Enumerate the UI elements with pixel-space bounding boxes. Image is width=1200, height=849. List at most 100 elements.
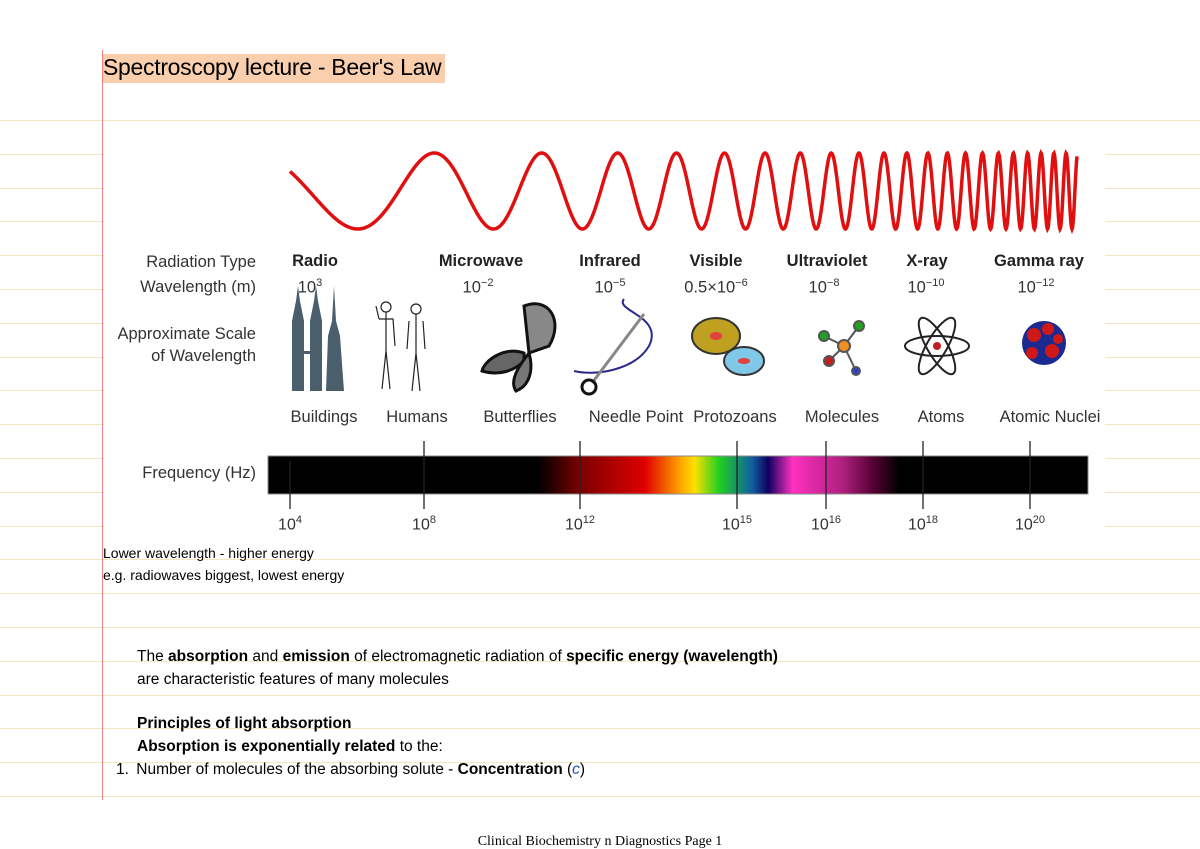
frequency-label: 1012 bbox=[565, 514, 595, 534]
exponent: 15 bbox=[739, 514, 753, 526]
exponent: 4 bbox=[295, 514, 302, 526]
exponent: −8 bbox=[826, 277, 840, 289]
exponent: 8 bbox=[429, 514, 436, 526]
frequency-bar bbox=[267, 455, 1089, 495]
text: of electromagnetic radiation of bbox=[349, 648, 567, 665]
scale-object-label: Protozoans bbox=[693, 408, 777, 426]
base: 10 bbox=[462, 278, 481, 297]
section-heading[interactable]: Principles of light absorption bbox=[137, 715, 352, 732]
base: 10 bbox=[1017, 278, 1036, 297]
ruled-line bbox=[0, 660, 1200, 662]
text: ) bbox=[579, 761, 586, 778]
wavelength-label: 10−12 bbox=[1017, 277, 1054, 298]
wavelength-label: 0.5×10−6 bbox=[684, 277, 747, 298]
radiation-type-label: Radio bbox=[292, 252, 338, 270]
exponent: −5 bbox=[612, 277, 626, 289]
text-bold: specific energy (wavelength) bbox=[566, 648, 778, 665]
exponent: 18 bbox=[925, 514, 939, 526]
exponent: 12 bbox=[582, 514, 596, 526]
paragraph-2[interactable]: are characteristic features of many mole… bbox=[137, 671, 449, 688]
base: 10 bbox=[1014, 516, 1033, 534]
base: 10 bbox=[907, 516, 926, 534]
radiation-type-label: Visible bbox=[689, 252, 743, 270]
nucleus-icon bbox=[1022, 321, 1066, 365]
frequency-label: 108 bbox=[412, 514, 436, 534]
ruled-line bbox=[0, 728, 1200, 730]
molecule-icon bbox=[818, 320, 865, 376]
text-bold: Concentration bbox=[457, 761, 563, 778]
radiation-type-label: Microwave bbox=[438, 252, 524, 270]
wavelength-label: 10−8 bbox=[809, 277, 840, 298]
ruled-line bbox=[0, 593, 1200, 595]
wavelength-header: Wavelength (m) bbox=[140, 278, 256, 296]
base: 10 bbox=[297, 278, 317, 297]
base: 10 bbox=[721, 516, 740, 534]
text: ( bbox=[562, 761, 573, 778]
humans-icon bbox=[375, 301, 426, 392]
frequency-label: 1015 bbox=[722, 514, 752, 534]
exponent: 20 bbox=[1032, 514, 1046, 526]
page-title[interactable]: Spectroscopy lecture - Beer's Law bbox=[103, 54, 446, 83]
exponent: −12 bbox=[1035, 277, 1055, 289]
wavelength-label: 10−5 bbox=[595, 277, 626, 298]
scale-object-label: Atoms bbox=[917, 408, 965, 426]
scale-object-label: Needle Point bbox=[588, 408, 684, 426]
needle-icon bbox=[573, 298, 653, 396]
frequency-header: Frequency (Hz) bbox=[142, 464, 256, 482]
frequency-label: 1018 bbox=[908, 514, 938, 534]
margin-line bbox=[102, 50, 103, 800]
scale-object-label: Humans bbox=[386, 408, 448, 426]
frequency-label: 1016 bbox=[811, 514, 841, 534]
base: 10 bbox=[594, 278, 613, 297]
frequency-label: 1020 bbox=[1015, 514, 1045, 534]
scale-object-label: Molecules bbox=[804, 408, 880, 426]
wave-graphic bbox=[267, 149, 1089, 509]
base: 0.5×10 bbox=[684, 278, 736, 297]
scale-header-line2: of Wavelength bbox=[151, 347, 256, 365]
text-italic: c bbox=[572, 761, 580, 778]
text: and bbox=[248, 648, 283, 665]
page-footer: Clinical Biochemistry n Diagnostics Page… bbox=[477, 834, 723, 849]
em-spectrum-figure[interactable]: Radiation Type Wavelength (m) Approximat… bbox=[104, 121, 1105, 545]
exponent: −2 bbox=[480, 277, 494, 289]
exponent: −6 bbox=[735, 277, 748, 289]
list-item[interactable]: 1. Number of molecules of the absorbing … bbox=[116, 761, 585, 779]
wavelength-label: 10−10 bbox=[907, 277, 944, 298]
frequency-label: 104 bbox=[278, 514, 302, 534]
radiation-type-header: Radiation Type bbox=[146, 253, 256, 271]
radiation-type-label: Gamma ray bbox=[994, 252, 1084, 270]
note-line-1[interactable]: Lower wavelength - higher energy bbox=[103, 545, 314, 561]
text: to the: bbox=[395, 738, 443, 755]
scale-header-line1: Approximate Scale bbox=[117, 325, 257, 343]
base: 10 bbox=[278, 516, 296, 534]
ruled-line bbox=[0, 796, 1200, 797]
ruled-line bbox=[0, 762, 1200, 764]
buildings-icon bbox=[292, 286, 344, 391]
base: 10 bbox=[810, 516, 829, 534]
radiation-type-label: Ultraviolet bbox=[786, 252, 868, 270]
text-bold: absorption bbox=[168, 648, 249, 665]
radiation-type-label: Infrared bbox=[579, 252, 641, 270]
butterfly-icon bbox=[480, 302, 557, 393]
protozoan-icon bbox=[691, 317, 765, 376]
ruled-line bbox=[0, 627, 1200, 628]
text-bold: Absorption is exponentially related bbox=[137, 738, 396, 755]
base: 10 bbox=[808, 278, 827, 297]
wavelength-label: 103 bbox=[298, 277, 322, 298]
paragraph-3[interactable]: Absorption is exponentially related to t… bbox=[137, 738, 443, 756]
exponent: −10 bbox=[925, 277, 945, 289]
atom-icon bbox=[904, 316, 970, 376]
base: 10 bbox=[412, 516, 430, 534]
radiation-type-label: X-ray bbox=[906, 252, 948, 270]
paragraph-1[interactable]: The absorption and emission of electroma… bbox=[137, 648, 778, 666]
base: 10 bbox=[907, 278, 926, 297]
text: Number of molecules of the absorbing sol… bbox=[136, 761, 458, 778]
list-number: 1. bbox=[116, 761, 129, 778]
ruled-line bbox=[0, 694, 1200, 696]
text-bold: emission bbox=[282, 648, 350, 665]
note-line-2[interactable]: e.g. radiowaves biggest, lowest energy bbox=[103, 567, 345, 583]
ruled-line bbox=[0, 559, 1200, 561]
scale-object-label: Buildings bbox=[290, 408, 358, 426]
scale-object-label: Atomic Nuclei bbox=[999, 408, 1101, 426]
